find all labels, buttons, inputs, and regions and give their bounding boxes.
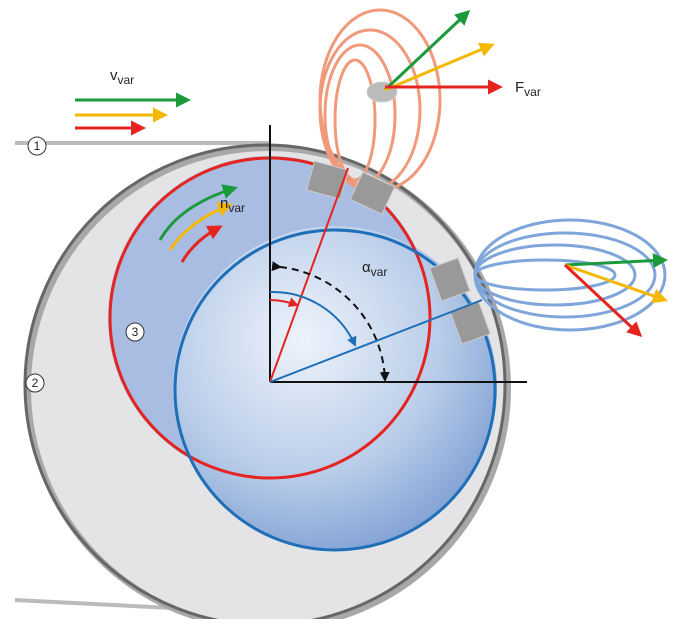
symbol: F bbox=[515, 79, 524, 96]
subscript: var bbox=[228, 201, 245, 215]
symbol: n bbox=[220, 195, 228, 212]
marker: 3 bbox=[132, 325, 139, 339]
speed-label: nvar bbox=[220, 195, 245, 215]
subscript: var bbox=[118, 73, 135, 87]
subscript: var bbox=[371, 265, 388, 279]
axes bbox=[269, 125, 527, 383]
force-label: Fvar bbox=[515, 79, 541, 99]
angle-label: αvar bbox=[362, 259, 387, 279]
symbol: v bbox=[110, 67, 118, 84]
marker: 1 bbox=[34, 139, 41, 153]
field-lines bbox=[318, 8, 667, 332]
subscript: var bbox=[524, 85, 541, 99]
magnets bbox=[306, 81, 491, 345]
symbol: α bbox=[362, 259, 371, 276]
labels: vvar Fvar nvar αvar 1 2 3 bbox=[25, 67, 541, 393]
marker: 2 bbox=[32, 376, 39, 390]
arrows bbox=[75, 9, 668, 338]
surfaces bbox=[14, 141, 511, 624]
velocity-label: vvar bbox=[110, 67, 134, 87]
